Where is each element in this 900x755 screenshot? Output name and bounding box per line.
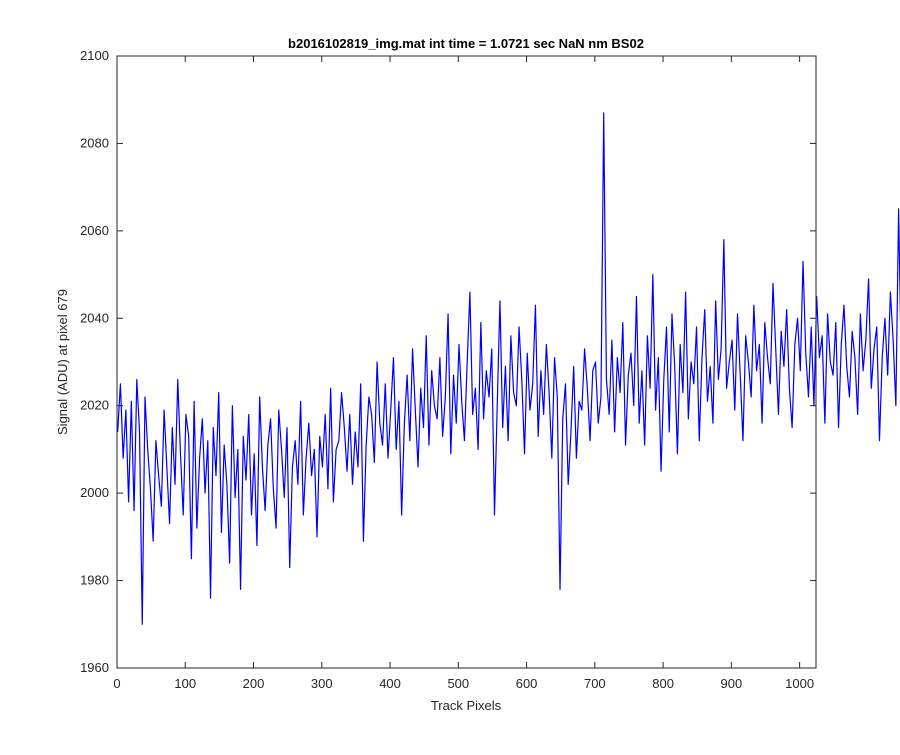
x-tick-label: 0 xyxy=(113,676,120,691)
series-layer xyxy=(117,112,900,625)
x-axis-label: Track Pixels xyxy=(431,698,502,713)
x-tick-label: 300 xyxy=(311,676,333,691)
y-tick-label: 2060 xyxy=(80,223,109,238)
y-tick-label: 2040 xyxy=(80,310,109,325)
series-line xyxy=(117,112,900,625)
x-tick-label: 100 xyxy=(174,676,196,691)
x-tick-label: 600 xyxy=(516,676,538,691)
x-tick-label: 500 xyxy=(447,676,469,691)
y-tick-label: 2000 xyxy=(80,485,109,500)
y-axis-label: Signal (ADU) at pixel 679 xyxy=(55,289,70,435)
axes-box xyxy=(116,55,817,669)
x-tick-label: 900 xyxy=(721,676,743,691)
y-axis: 1960 1980 2000 2020 2040 2060 2080 2100 xyxy=(80,48,816,675)
x-tick-label: 200 xyxy=(243,676,265,691)
x-tick-label: 700 xyxy=(584,676,606,691)
x-tick-label: 1000 xyxy=(785,676,814,691)
x-tick-label: 400 xyxy=(379,676,401,691)
x-axis: 0 100 200 300 400 500 600 700 800 900 1000 xyxy=(113,56,814,691)
y-tick-label: 2080 xyxy=(80,135,109,150)
y-tick-label: 1960 xyxy=(80,660,109,675)
y-tick-label: 2020 xyxy=(80,398,109,413)
plot-area xyxy=(117,56,816,668)
x-tick-label: 800 xyxy=(652,676,674,691)
y-tick-label: 2100 xyxy=(80,48,109,63)
y-tick-label: 1980 xyxy=(80,573,109,588)
chart-title: b2016102819_img.mat int time = 1.0721 se… xyxy=(288,36,644,51)
